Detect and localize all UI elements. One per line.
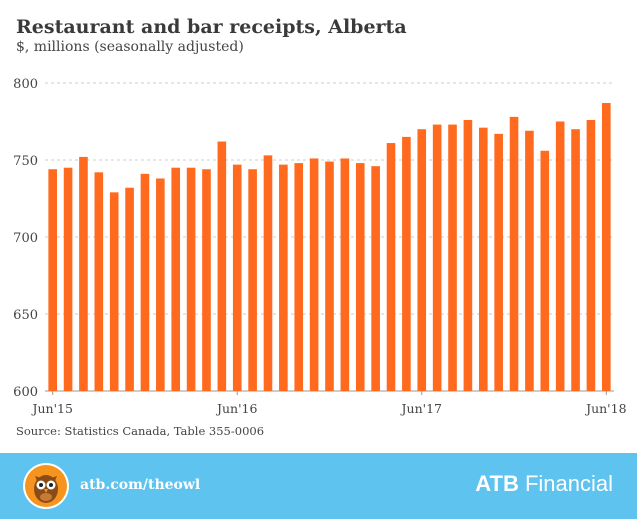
footer-link[interactable]: atb.com/theowl (80, 477, 201, 493)
y-tick-label: 700 (13, 231, 38, 246)
bar (48, 169, 57, 391)
chart-title: Restaurant and bar receipts, Alberta (16, 16, 407, 38)
x-tick-label: Jun'16 (215, 401, 258, 416)
bar (217, 141, 227, 391)
bar (402, 136, 411, 391)
owl-icon (23, 463, 69, 509)
x-tick-label: Jun'15 (30, 401, 72, 416)
y-tick-label: 650 (13, 308, 38, 323)
bar (478, 127, 488, 391)
bar (602, 103, 611, 392)
bar (279, 164, 288, 391)
brand-logo: ATB Financial (475, 471, 613, 497)
bar (94, 172, 104, 391)
bar (586, 119, 596, 392)
bar (171, 167, 181, 391)
bar (186, 167, 196, 391)
bar (494, 133, 503, 391)
y-tick-label: 800 (13, 77, 38, 92)
bar (417, 129, 427, 391)
bar (448, 124, 457, 391)
bar (140, 173, 150, 391)
bar (355, 163, 365, 391)
bar (248, 169, 257, 391)
bar (525, 130, 534, 392)
bar (571, 129, 580, 391)
bar (202, 169, 211, 391)
x-tick-label: Jun'18 (584, 401, 627, 416)
bar (125, 187, 134, 391)
y-tick-label: 750 (13, 154, 38, 169)
bar (232, 164, 242, 391)
footer-banner: atb.com/theowl ATB Financial (0, 453, 637, 519)
bar (540, 150, 550, 391)
bar (294, 163, 304, 391)
bar (309, 158, 319, 391)
bar (463, 119, 473, 392)
bar (63, 167, 73, 391)
x-tick-label: Jun'17 (400, 401, 443, 416)
bar (386, 143, 396, 391)
bar (555, 121, 565, 391)
source-note: Source: Statistics Canada, Table 355-000… (16, 424, 265, 438)
bar (371, 166, 380, 391)
bar (156, 178, 165, 391)
chart-subtitle: $, millions (seasonally adjusted) (16, 39, 244, 55)
bar (340, 158, 350, 391)
bar-chart: 600 650 700 750 800 Jun'15 Jun'16 Jun'17 Jun'18 (13, 77, 627, 416)
bar (432, 124, 442, 391)
bar (509, 116, 519, 391)
bar (109, 192, 119, 391)
bar (79, 156, 88, 391)
brand-logo-bold: ATB (475, 471, 519, 496)
brand-logo-rest: Financial (518, 471, 613, 496)
bar (325, 161, 334, 391)
y-tick-label: 600 (13, 385, 38, 400)
bar (263, 155, 273, 391)
